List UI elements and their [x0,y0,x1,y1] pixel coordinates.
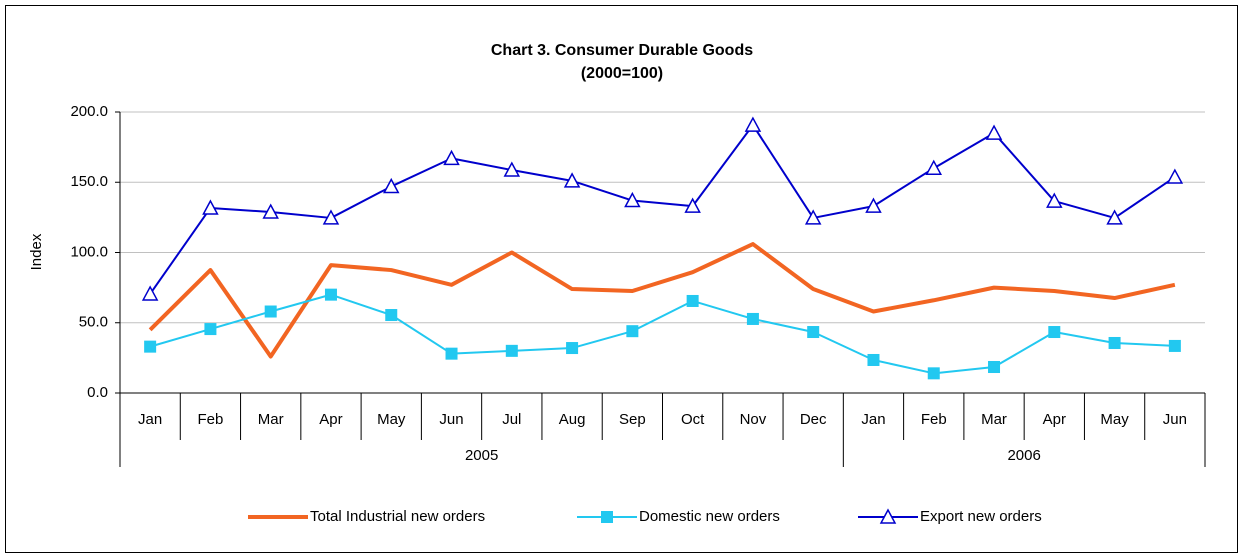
legend-label: Domestic new orders [639,508,780,525]
x-tick-label: Jun [1163,411,1187,428]
y-tick-label: 150.0 [70,173,108,190]
point [927,367,940,380]
point [1048,326,1061,339]
point [807,326,820,339]
point [686,294,699,307]
point [144,340,157,353]
x-group-label: 2006 [1007,447,1040,464]
point [445,347,458,360]
point [264,305,277,318]
point [1168,339,1181,352]
legend-label: Export new orders [920,508,1042,525]
y-tick-label: 100.0 [70,243,108,260]
x-tick-label: Mar [258,411,284,428]
x-tick-label: Sep [619,411,646,428]
point [624,191,641,208]
x-tick-label: Apr [1043,411,1066,428]
point [324,288,337,301]
point [385,309,398,322]
point [503,161,521,177]
point [865,197,882,213]
point [744,116,762,132]
point [204,323,217,336]
point [684,197,701,213]
point [988,361,1001,374]
x-tick-label: May [377,411,406,428]
chart-title: Chart 3. Consumer Durable Goods [491,42,753,59]
point [505,344,518,357]
x-tick-label: Apr [319,411,342,428]
point [1046,192,1063,208]
x-tick-label: Jan [138,411,162,428]
point [601,511,613,523]
x-tick-label: Mar [981,411,1007,428]
point [804,209,822,225]
point [566,342,579,355]
point [985,124,1003,140]
point [925,159,943,175]
chart-border [5,5,1238,553]
point [867,353,880,366]
point [879,508,897,524]
x-tick-label: Aug [559,411,586,428]
x-group-label: 2005 [465,447,498,464]
x-tick-label: Feb [197,411,223,428]
point [626,325,639,338]
y-tick-label: 200.0 [70,103,108,120]
x-tick-label: Nov [740,411,767,428]
x-tick-label: Jun [439,411,463,428]
y-axis-label: Index [28,233,45,270]
x-tick-label: Oct [681,411,705,428]
point [1106,209,1123,225]
point [1108,336,1121,349]
point [382,177,400,194]
y-tick-label: 0.0 [87,384,108,401]
point [262,203,279,219]
line [149,124,1176,295]
chart-subtitle: (2000=100) [581,65,663,82]
x-tick-label: Jan [861,411,885,428]
point [1166,168,1184,184]
line [149,293,1175,375]
line [148,242,1176,359]
point [141,285,159,301]
point [563,172,581,188]
point [746,312,759,325]
point [322,209,340,225]
x-tick-label: May [1100,411,1129,428]
x-tick-label: Dec [800,411,827,428]
point [443,149,460,166]
legend-label: Total Industrial new orders [310,508,485,525]
x-tick-label: Jul [502,411,521,428]
x-tick-label: Feb [921,411,947,428]
point [202,199,219,215]
y-tick-label: 50.0 [79,314,108,331]
